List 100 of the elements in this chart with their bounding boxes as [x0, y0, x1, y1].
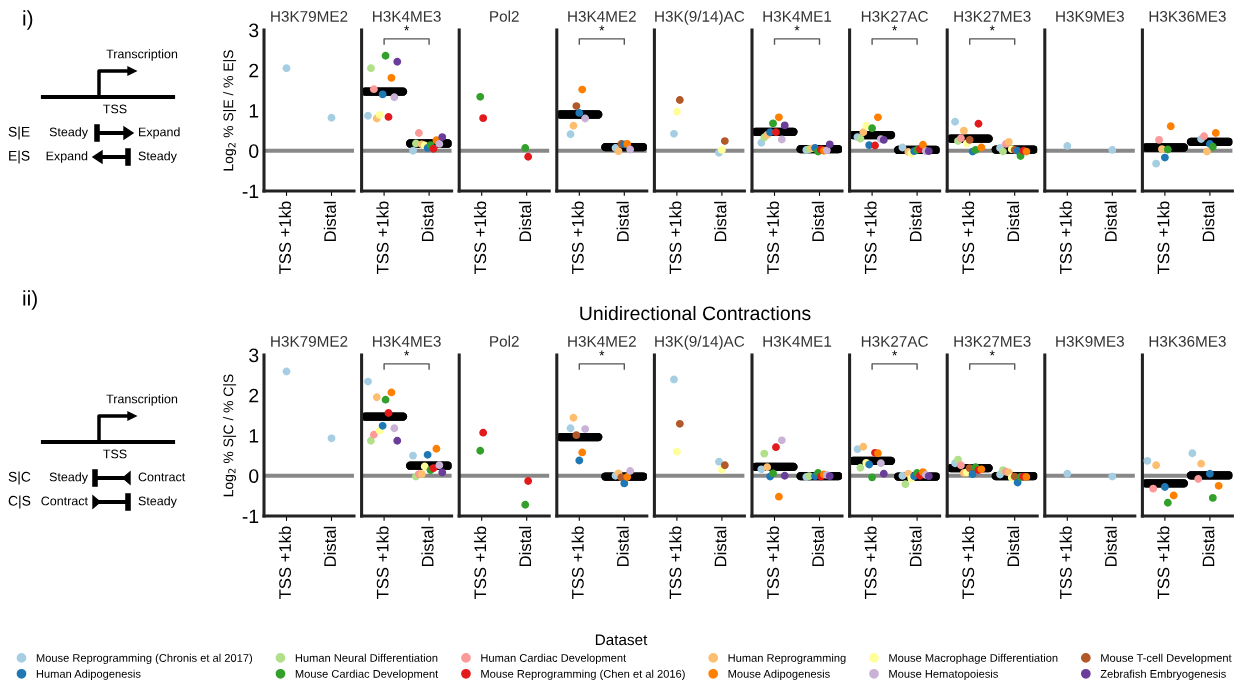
legend-label: Mouse Cardiac Development	[295, 669, 439, 680]
x-tick-label: Distal	[323, 526, 336, 567]
chart-title: H3K36ME3	[1149, 11, 1226, 22]
annotation: *	[989, 350, 995, 356]
y-tick-label: 0	[249, 469, 259, 483]
annotation: *	[404, 25, 410, 31]
x-tick-label: Distal	[1202, 526, 1215, 567]
chart-title: H3K27ME3	[954, 11, 1031, 22]
text: Expand	[139, 127, 180, 139]
y-tick-label: -1	[242, 509, 259, 524]
text: Transcription	[106, 394, 178, 406]
x-tick-label: Distal	[1104, 526, 1117, 567]
x-tick-label: Distal	[714, 526, 727, 567]
x-tick-label: TSS +1kb	[1059, 526, 1072, 599]
y-tick-label: 2	[249, 63, 259, 78]
x-tick-label: TSS +1kb	[1059, 201, 1072, 274]
chart-title: H3K4ME3	[373, 11, 441, 22]
legend-label: Zebrafish Embryogenesis	[1100, 669, 1226, 680]
x-tick-label: Distal	[1202, 201, 1215, 242]
x-tick-label: TSS +1kb	[864, 201, 877, 274]
text: TSS	[103, 449, 127, 459]
x-tick-label: TSS +1kb	[669, 526, 682, 599]
chart-title: H3K4ME3	[373, 336, 441, 347]
chart-title: H3K(9/14)AC	[655, 10, 745, 25]
x-tick-label: TSS +1kb	[1157, 526, 1170, 599]
text: Steady	[49, 472, 88, 484]
x-tick-label: TSS +1kb	[376, 526, 389, 599]
x-tick-label: Distal	[909, 526, 922, 567]
y-tick-label: -1	[242, 184, 259, 199]
x-tick-label: TSS +1kb	[669, 201, 682, 274]
x-tick-label: Distal	[1006, 201, 1020, 242]
x-tick-label: Distal	[909, 201, 922, 242]
annotation: *	[794, 25, 800, 31]
x-tick-label: Distal	[1006, 526, 1020, 567]
legend-label: Mouse T-cell Development	[1101, 653, 1232, 665]
text: Contract	[41, 496, 88, 506]
x-tick-label: Distal	[616, 201, 629, 242]
chart-title: H3K27AC	[861, 11, 928, 22]
y-axis-title: Log$_{2}$ % S|E / % E|S	[223, 50, 237, 171]
text: ii)	[23, 290, 37, 310]
text: S|E	[8, 126, 30, 140]
chart-title: H3K79ME2	[271, 336, 348, 347]
chart-title: H3K(9/14)AC	[655, 335, 745, 350]
x-tick-label: TSS +1kb	[571, 526, 584, 599]
chart-title: Pol2	[490, 10, 519, 22]
text: Steady	[138, 496, 177, 508]
legend-label: Mouse Hematopoiesis	[889, 669, 998, 680]
chart-title: H3K9ME3	[1056, 11, 1124, 22]
x-tick-label: Distal	[714, 201, 727, 242]
x-tick-label: TSS +1kb	[473, 526, 487, 599]
x-tick-label: Distal	[518, 201, 532, 242]
annotation: *	[892, 25, 898, 31]
chart-title: H3K27ME3	[954, 336, 1031, 347]
y-tick-label: 1	[249, 429, 259, 443]
chart-title: H3K79ME2	[271, 11, 348, 22]
x-tick-label: TSS +1kb	[766, 526, 779, 599]
x-tick-label: Distal	[1104, 201, 1117, 242]
x-tick-label: Distal	[421, 526, 434, 567]
annotation: *	[404, 350, 410, 356]
text: S|C	[8, 471, 31, 485]
chart-title: Pol2	[490, 335, 519, 347]
legend-label: Mouse Reprogramming (Chen et al 2016)	[481, 669, 685, 680]
x-tick-label: TSS +1kb	[278, 201, 291, 274]
chart-title: H3K4ME2	[568, 336, 636, 347]
x-tick-label: TSS +1kb	[1157, 201, 1170, 274]
x-tick-label: Distal	[323, 201, 336, 242]
x-tick-label: Distal	[518, 526, 532, 567]
text: i)	[23, 10, 33, 30]
chart-title: H3K27AC	[861, 336, 928, 347]
legend-label: Human Neural Differentiation	[295, 653, 438, 662]
y-axis-title: Log$_{2}$ % S|C / % C|S	[223, 374, 237, 497]
text: Expand	[46, 151, 88, 163]
text: Steady	[138, 151, 177, 163]
text: TSS	[103, 104, 127, 114]
y-tick-label: 0	[249, 144, 259, 158]
text: Contract	[138, 472, 186, 482]
annotation: *	[892, 350, 898, 356]
chart-title: H3K9ME3	[1056, 336, 1124, 347]
y-tick-label: 2	[249, 388, 259, 403]
legend-title: Dataset	[595, 634, 648, 646]
chart-title: H3K4ME1	[763, 11, 832, 22]
legend-label: Mouse Adipogenesis	[728, 669, 830, 680]
annotation: *	[989, 25, 995, 31]
x-tick-label: Distal	[421, 201, 434, 242]
legend-label: Human Adipogenesis	[36, 669, 141, 680]
chart-title: H3K4ME1	[763, 336, 832, 347]
annotation: *	[599, 25, 605, 31]
text: C|S	[8, 495, 31, 509]
chart-title: H3K4ME2	[568, 11, 636, 22]
legend-label: Human Reprogramming	[728, 653, 846, 665]
legend-label: Mouse Macrophage Differentiation	[889, 653, 1058, 665]
x-tick-label: TSS +1kb	[278, 526, 291, 599]
x-tick-label: TSS +1kb	[766, 201, 779, 274]
x-tick-label: TSS +1kb	[473, 201, 487, 274]
text: Transcription	[106, 49, 178, 61]
text: Unidirectional Contractions	[580, 305, 811, 321]
x-tick-label: TSS +1kb	[376, 201, 389, 274]
y-tick-label: 1	[249, 104, 259, 118]
x-tick-label: TSS +1kb	[961, 201, 975, 274]
chart-title: H3K36ME3	[1149, 336, 1226, 347]
